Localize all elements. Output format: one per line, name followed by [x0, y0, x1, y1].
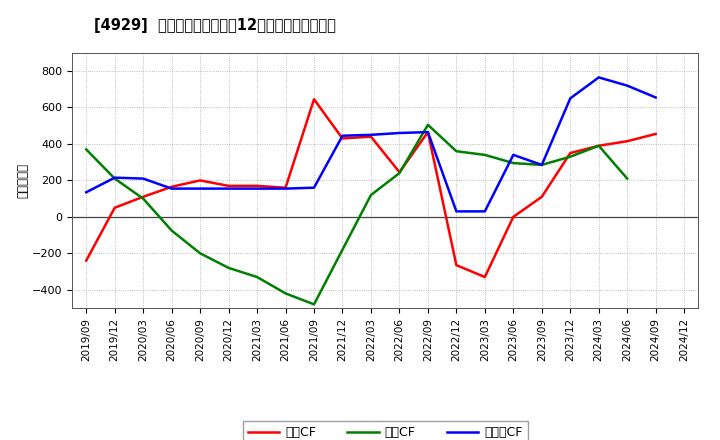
- 投資CF: [253, 275, 261, 280]
- フリーCF: [82, 190, 91, 195]
- 投資CF: [566, 154, 575, 159]
- 営業CF: [566, 150, 575, 156]
- 投資CF: [110, 176, 119, 181]
- フリーCF: [167, 186, 176, 191]
- フリーCF: [253, 186, 261, 191]
- 投資CF: [139, 196, 148, 201]
- フリーCF: [480, 209, 489, 214]
- フリーCF: [282, 186, 290, 191]
- 営業CF: [282, 185, 290, 191]
- フリーCF: [310, 185, 318, 191]
- フリーCF: [423, 129, 432, 135]
- 営業CF: [139, 194, 148, 199]
- 投資CF: [225, 265, 233, 271]
- 投資CF: [395, 170, 404, 176]
- 投資CF: [509, 161, 518, 166]
- 営業CF: [82, 258, 91, 263]
- フリーCF: [566, 96, 575, 101]
- 投資CF: [167, 228, 176, 233]
- 投資CF: [480, 152, 489, 158]
- 投資CF: [196, 251, 204, 256]
- フリーCF: [196, 186, 204, 191]
- フリーCF: [395, 130, 404, 136]
- 営業CF: [537, 194, 546, 199]
- 営業CF: [652, 131, 660, 136]
- 投資CF: [452, 149, 461, 154]
- Y-axis label: （百万円）: （百万円）: [16, 163, 29, 198]
- 投資CF: [282, 291, 290, 296]
- フリーCF: [595, 75, 603, 80]
- 営業CF: [395, 169, 404, 175]
- 営業CF: [366, 134, 375, 139]
- 投資CF: [366, 192, 375, 198]
- Text: [4929]  キャッシュフローの12か月移動合計の推移: [4929] キャッシュフローの12か月移動合計の推移: [94, 18, 336, 33]
- 投資CF: [595, 143, 603, 148]
- 営業CF: [167, 184, 176, 189]
- 営業CF: [110, 205, 119, 210]
- 投資CF: [82, 147, 91, 152]
- Line: フリーCF: フリーCF: [86, 77, 656, 211]
- 営業CF: [338, 136, 347, 141]
- 営業CF: [623, 139, 631, 144]
- Legend: 営業CF, 投資CF, フリーCF: 営業CF, 投資CF, フリーCF: [243, 422, 528, 440]
- Line: 営業CF: 営業CF: [86, 99, 656, 277]
- 投資CF: [623, 176, 631, 181]
- 営業CF: [310, 97, 318, 102]
- 営業CF: [509, 214, 518, 220]
- フリーCF: [139, 176, 148, 181]
- フリーCF: [366, 132, 375, 137]
- フリーCF: [652, 95, 660, 100]
- フリーCF: [537, 162, 546, 168]
- フリーCF: [509, 152, 518, 158]
- 営業CF: [423, 129, 432, 135]
- 投資CF: [423, 122, 432, 128]
- フリーCF: [110, 175, 119, 180]
- 投資CF: [537, 162, 546, 168]
- 営業CF: [196, 178, 204, 183]
- 営業CF: [480, 275, 489, 280]
- 営業CF: [253, 183, 261, 188]
- 営業CF: [225, 183, 233, 188]
- 投資CF: [310, 302, 318, 307]
- フリーCF: [338, 133, 347, 138]
- フリーCF: [225, 186, 233, 191]
- フリーCF: [623, 83, 631, 88]
- 営業CF: [452, 263, 461, 268]
- Line: 投資CF: 投資CF: [86, 125, 627, 304]
- 営業CF: [595, 143, 603, 148]
- フリーCF: [452, 209, 461, 214]
